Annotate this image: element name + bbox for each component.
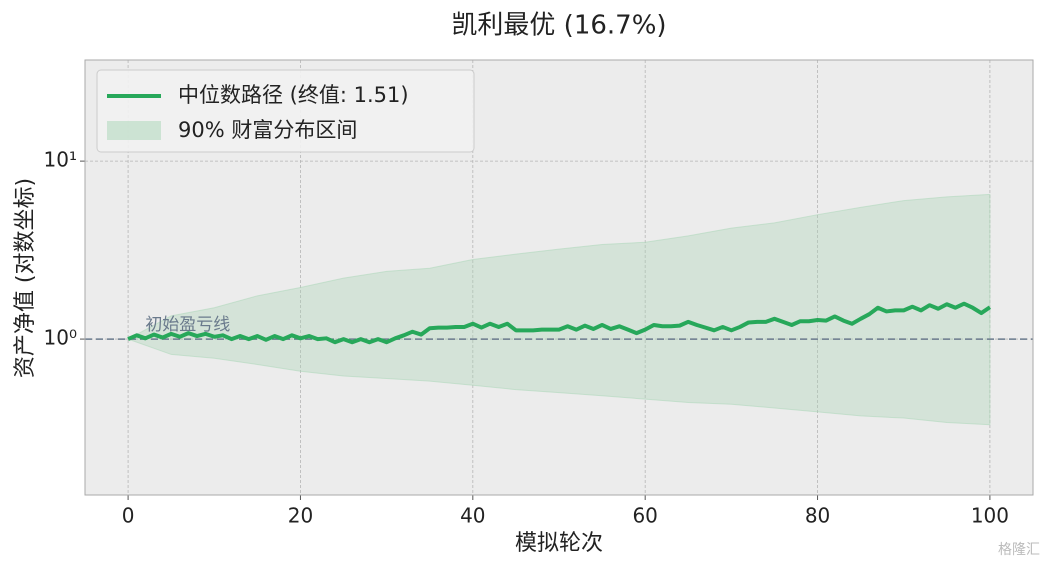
legend-box [96, 69, 475, 153]
chart-title: 凯利最优 (16.7%) [451, 11, 666, 41]
median-line [127, 301, 992, 345]
x-tick-label: 80 [805, 504, 830, 528]
watermark: 格隆汇 [998, 542, 1040, 558]
y-tick-label: 10⁰ [44, 326, 77, 350]
plot-frame [84, 59, 1034, 496]
reference-label: 初始盈亏线 [145, 315, 230, 335]
x-tick-label: 40 [460, 504, 485, 528]
x-axis-label: 模拟轮次 [515, 531, 603, 556]
x-tick-label: 100 [971, 504, 1009, 528]
y-tick-label: 10¹ [44, 148, 77, 172]
legend-label: 中位数路径 (终值: 1.51) [178, 83, 409, 107]
legend: 中位数路径 (终值: 1.51) 90% 财富分布区间 [96, 69, 475, 153]
x-tick-label: 20 [288, 504, 313, 528]
legend-label: 90% 财富分布区间 [178, 118, 357, 142]
x-tick-label: 0 [122, 504, 135, 528]
y-axis-label: 资产净值 (对数坐标) [13, 178, 38, 378]
legend-swatch [107, 121, 161, 140]
x-tick-label: 60 [632, 504, 657, 528]
